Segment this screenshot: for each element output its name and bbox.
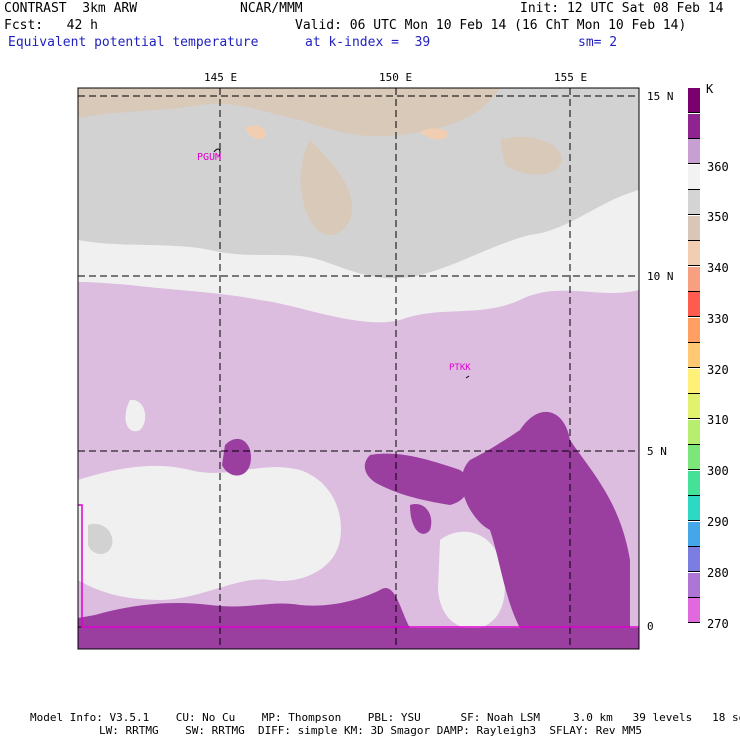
- legend-swatch: [688, 521, 700, 547]
- organization: NCAR/MMM: [240, 1, 303, 16]
- legend-label-270: 270: [707, 617, 729, 631]
- legend-label-360: 360: [707, 160, 729, 174]
- field-region-tan-patch-east: [500, 136, 562, 175]
- legend-swatch: [688, 241, 700, 266]
- legend-swatch: [688, 266, 700, 292]
- field-region-peach-2: [420, 128, 449, 140]
- legend-label-320: 320: [707, 363, 729, 377]
- field-region-dark-purple-equator: [78, 628, 639, 649]
- model-info-line1: Model Info: V3.5.1 CU: No Cu MP: Thompso…: [30, 711, 740, 724]
- model-name: CONTRAST 3km ARW: [4, 1, 138, 16]
- field-region-white-spot: [125, 399, 146, 432]
- legend-swatch: [688, 292, 700, 317]
- legend-swatch: [688, 445, 700, 470]
- init-time: Init: 12 UTC Sat 08 Feb 14: [520, 1, 724, 16]
- legend-swatch: [688, 88, 700, 113]
- field-name: Equivalent potential temperature: [8, 35, 259, 50]
- station-label-pgum: PGUM: [197, 152, 222, 163]
- field-region-dark-purple-west: [222, 438, 251, 476]
- legend-unit: K: [706, 82, 714, 96]
- field-region-white-blob: [438, 531, 505, 629]
- field-region-tan: [78, 88, 500, 137]
- lat-label-5n: 5 N: [647, 445, 667, 458]
- field-region-dark-purple-small: [410, 504, 432, 534]
- smoothing: sm= 2: [578, 35, 618, 50]
- field-region-dark-purple-south: [78, 588, 410, 628]
- coastline-guam: [213, 148, 221, 157]
- forecast-hour: Fcst: 42 h: [4, 18, 98, 33]
- legend-label-330: 330: [707, 312, 729, 326]
- legend-swatch: [688, 572, 700, 598]
- legend-label-340: 340: [707, 261, 729, 275]
- lat-label-10n: 10 N: [647, 270, 674, 283]
- legend-swatch: [688, 419, 700, 445]
- coastline-chuuk: [465, 375, 470, 379]
- legend-swatch: [688, 139, 700, 164]
- valid-time: Valid: 06 UTC Mon 10 Feb 14 (16 ChT Mon …: [295, 18, 687, 33]
- legend-swatch: [688, 394, 700, 419]
- legend-swatch: [688, 368, 700, 394]
- legend-swatch: [688, 598, 700, 623]
- legend-swatch: [688, 190, 700, 215]
- field-region-peach: [245, 125, 267, 140]
- legend-swatch: [688, 470, 700, 496]
- legend-label-350: 350: [707, 210, 729, 224]
- field-region-gray-spot: [88, 523, 113, 555]
- map-frame: [77, 87, 640, 650]
- lon-label-155e: 155 E: [554, 71, 588, 84]
- vertical-level: at k-index = 39: [305, 35, 431, 50]
- field-region-tan-patch: [300, 140, 352, 235]
- lon-label-150e: 150 E: [379, 71, 413, 84]
- field-region-gray: [78, 88, 639, 279]
- legend-swatch: [688, 496, 700, 521]
- field-region-dark-purple-center: [364, 453, 469, 505]
- legend-swatch: [688, 343, 700, 368]
- legend-label-290: 290: [707, 515, 729, 529]
- lat-label-0: 0: [647, 620, 654, 633]
- model-info-line2: LW: RRTMG SW: RRTMG DIFF: simple KM: 3D …: [99, 724, 643, 737]
- domain-boundary-line: [78, 504, 639, 628]
- field-region-white-southwest: [78, 465, 341, 600]
- legend-label-310: 310: [707, 413, 729, 427]
- legend-label-300: 300: [707, 464, 729, 478]
- station-label-ptkk: PTKK: [449, 363, 471, 373]
- legend-swatch: [688, 215, 700, 241]
- field-region-dark-purple-east: [461, 411, 630, 628]
- legend-label-280: 280: [707, 566, 729, 580]
- legend-swatch: [688, 164, 700, 190]
- legend-swatch: [688, 317, 700, 343]
- legend-swatch: [688, 547, 700, 572]
- legend-swatch: [688, 113, 700, 139]
- lat-label-15n: 15 N: [647, 90, 674, 103]
- lon-label-145e: 145 E: [204, 71, 238, 84]
